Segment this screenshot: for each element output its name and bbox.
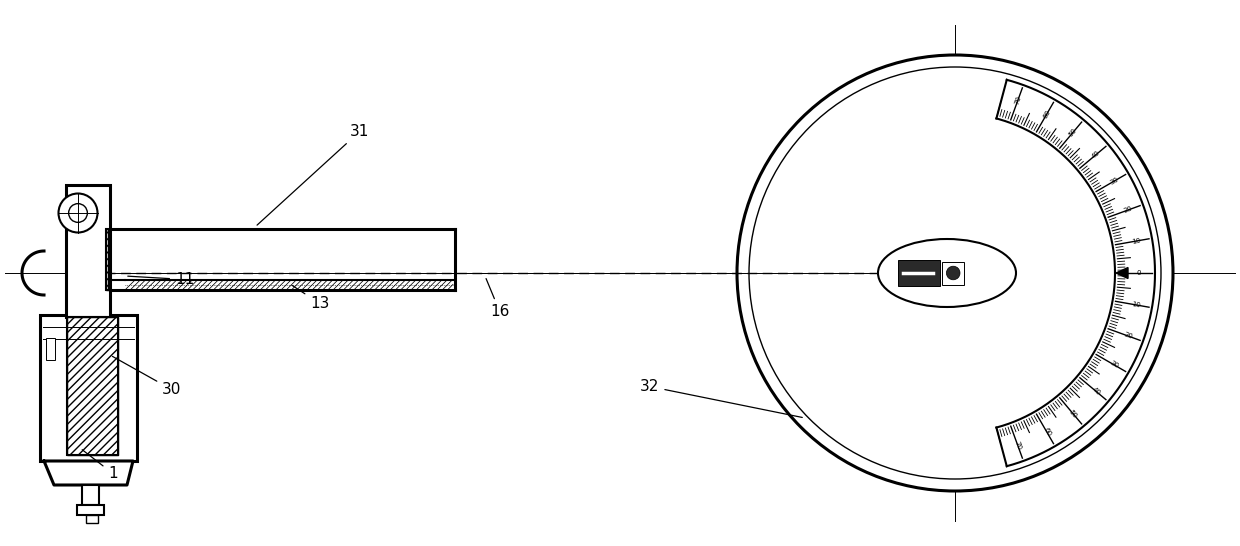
Text: 13: 13: [293, 286, 330, 311]
Text: 20: 20: [1122, 331, 1133, 340]
Text: 70: 70: [1013, 95, 1022, 105]
Text: 50: 50: [1068, 408, 1079, 419]
Polygon shape: [1116, 268, 1128, 278]
Text: 1: 1: [82, 450, 118, 481]
Bar: [46, 338, 55, 360]
Bar: [942, 262, 965, 284]
Bar: [82, 485, 98, 505]
Text: 60: 60: [1042, 108, 1052, 119]
Polygon shape: [997, 80, 1154, 466]
Polygon shape: [43, 461, 133, 485]
Bar: [898, 260, 940, 286]
Text: 16: 16: [486, 278, 510, 319]
Text: 0: 0: [1137, 270, 1141, 276]
Text: 30: 30: [1109, 176, 1120, 186]
Bar: [40, 315, 136, 461]
Circle shape: [68, 204, 87, 222]
Bar: [105, 229, 109, 290]
Text: 40: 40: [1091, 386, 1101, 396]
Text: 10: 10: [1131, 238, 1141, 245]
Text: 11: 11: [128, 272, 195, 287]
Bar: [105, 229, 109, 290]
Bar: [77, 505, 103, 515]
Bar: [67, 317, 118, 455]
Text: 40: 40: [1091, 150, 1101, 160]
Bar: [67, 317, 118, 455]
Text: 60: 60: [1042, 427, 1052, 438]
Bar: [66, 185, 110, 317]
Ellipse shape: [878, 239, 1016, 307]
Text: 32: 32: [640, 379, 802, 418]
Text: 50: 50: [1068, 127, 1079, 138]
Text: 30: 30: [113, 357, 181, 397]
Text: 70: 70: [1013, 441, 1022, 451]
Text: 30: 30: [1109, 360, 1120, 370]
Text: 10: 10: [1131, 301, 1141, 308]
Circle shape: [946, 266, 960, 280]
Bar: [86, 515, 98, 523]
Text: 20: 20: [1122, 206, 1133, 215]
Circle shape: [737, 55, 1173, 491]
Circle shape: [58, 193, 98, 233]
Polygon shape: [125, 280, 453, 290]
Text: 31: 31: [257, 124, 370, 225]
